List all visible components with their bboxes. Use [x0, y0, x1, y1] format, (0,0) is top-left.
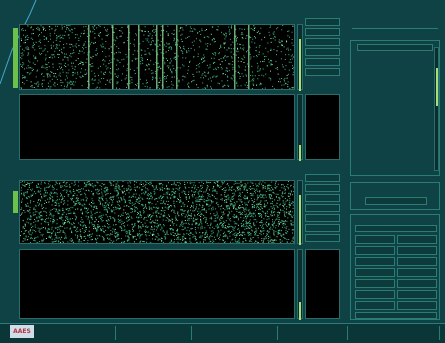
- top-control-button[interactable]: [305, 58, 340, 66]
- right-panel-status: [350, 182, 440, 210]
- top-control-button[interactable]: [305, 18, 340, 26]
- right-panel-list: [350, 40, 440, 176]
- right-panel-scrollbar[interactable]: [434, 47, 439, 171]
- bottom-display-header-right: [280, 172, 298, 178]
- controls-grid-cell[interactable]: [355, 235, 395, 244]
- top-display-header-right: [276, 17, 294, 23]
- top-aux-display: [305, 94, 340, 160]
- bottom-control-button[interactable]: [305, 234, 340, 242]
- bottom-display-header: [12, 172, 192, 178]
- right-panel-section-title: [357, 44, 433, 51]
- right-panel-subtitle: [365, 53, 427, 58]
- bottom-spectrum-display: [19, 249, 295, 319]
- right-panel-controls: [350, 214, 440, 320]
- controls-grid-cell[interactable]: [355, 290, 395, 299]
- controls-grid-cell[interactable]: [397, 235, 437, 244]
- controls-grid-cell[interactable]: [355, 268, 395, 277]
- bottom-spectrum-scrollbar[interactable]: [297, 249, 303, 320]
- bottom-control-button[interactable]: [305, 214, 340, 222]
- controls-grid-cell[interactable]: [397, 279, 437, 288]
- bottom-aux-display: [305, 249, 340, 319]
- controls-grid-cell[interactable]: [397, 246, 437, 255]
- right-panel-ticks-line: [352, 28, 438, 29]
- bottom-raster-marker: [13, 191, 18, 213]
- toolbar-button[interactable]: [120, 326, 192, 340]
- bottom-control-button[interactable]: [305, 184, 340, 192]
- controls-grid-cell[interactable]: [397, 290, 437, 299]
- toolbar-button[interactable]: [44, 326, 116, 340]
- bottom-raster-scrollbar[interactable]: [297, 180, 303, 245]
- controls-grid-cell[interactable]: [355, 301, 395, 310]
- top-spectrum-display: [19, 94, 295, 160]
- top-display-header: [12, 17, 192, 23]
- top-control-button[interactable]: [305, 48, 340, 56]
- right-panel-ticks: [352, 21, 438, 27]
- toolbar-button[interactable]: [352, 326, 440, 340]
- controls-grid-cell[interactable]: [355, 279, 395, 288]
- controls-subtitle: [355, 225, 437, 232]
- top-control-button[interactable]: [305, 38, 340, 46]
- aaes-logo: AAES: [10, 325, 34, 338]
- bottom-raster-display: [19, 180, 295, 244]
- top-spectrum-scroll-thumb[interactable]: [299, 145, 301, 161]
- bottom-control-button[interactable]: [305, 194, 340, 202]
- controls-grid-cell[interactable]: [397, 257, 437, 266]
- bottom-spectrum-scroll-thumb[interactable]: [299, 302, 301, 320]
- top-control-button[interactable]: [305, 68, 340, 76]
- top-raster-display: [19, 24, 295, 90]
- controls-grid-cell[interactable]: [397, 268, 437, 277]
- controls-title: [377, 218, 417, 223]
- top-raster-scrollbar[interactable]: [297, 24, 303, 91]
- toolbar-button[interactable]: [196, 326, 278, 340]
- bottom-control-button[interactable]: [305, 204, 340, 212]
- controls-footer[interactable]: [355, 312, 437, 319]
- bottom-toolbar: [0, 323, 445, 343]
- bottom-raster-plot: [20, 181, 294, 243]
- controls-grid-cell[interactable]: [397, 301, 437, 310]
- bottom-control-button[interactable]: [305, 224, 340, 232]
- right-panel-scroll-thumb[interactable]: [436, 68, 438, 106]
- top-raster-marker: [13, 28, 18, 88]
- bottom-control-button[interactable]: [305, 174, 340, 182]
- top-raster-scroll-thumb[interactable]: [299, 39, 301, 91]
- toolbar-button[interactable]: [282, 326, 348, 340]
- right-panel-status-box: [365, 197, 427, 205]
- top-raster-plot: [20, 25, 294, 89]
- controls-grid-cell[interactable]: [355, 246, 395, 255]
- bottom-raster-scroll-thumb[interactable]: [299, 195, 301, 245]
- top-control-button[interactable]: [305, 28, 340, 36]
- right-panel-status-line: [365, 186, 427, 192]
- top-spectrum-scrollbar[interactable]: [297, 94, 303, 161]
- controls-grid-cell[interactable]: [355, 257, 395, 266]
